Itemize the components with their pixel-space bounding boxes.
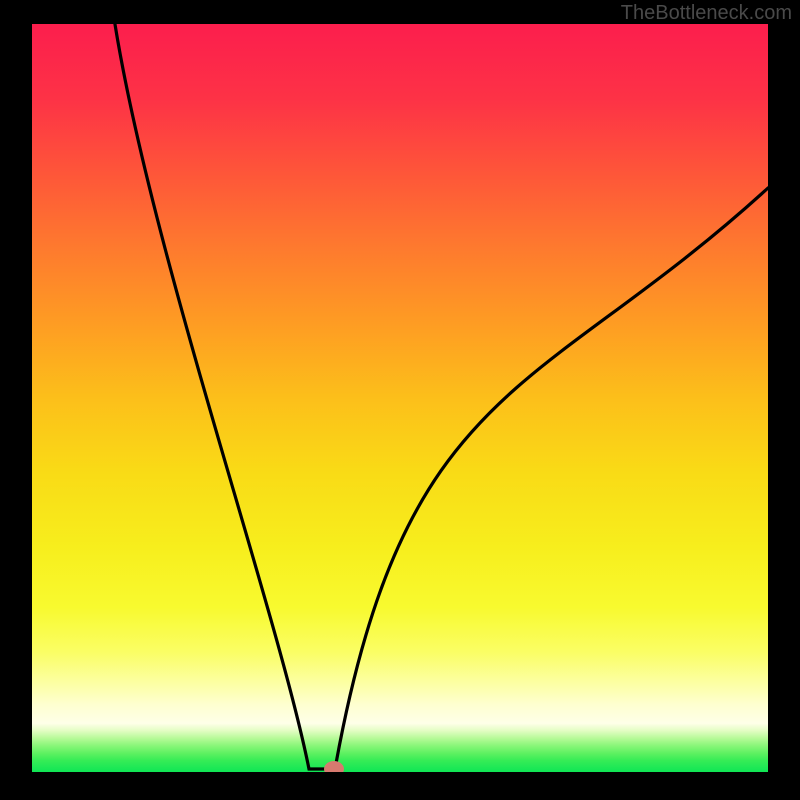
optimal-point-marker	[324, 761, 344, 772]
chart-plot-area	[32, 24, 768, 772]
watermark-text: TheBottleneck.com	[621, 2, 792, 25]
chart-gradient-background	[32, 24, 768, 772]
chart-frame-bottom	[0, 772, 800, 800]
chart-frame-left	[0, 0, 32, 800]
chart-frame-right	[768, 0, 800, 800]
